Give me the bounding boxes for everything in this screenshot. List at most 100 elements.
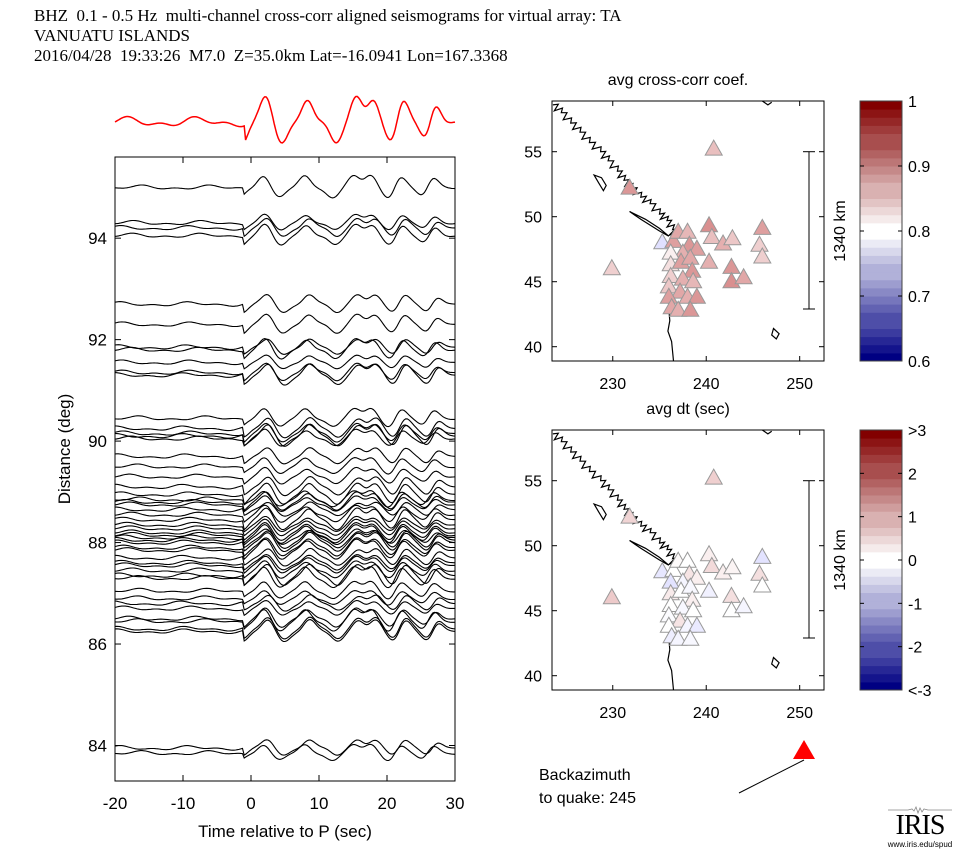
colorbar-segment (860, 641, 902, 650)
figure-title: BHZ 0.1 - 0.5 Hz multi-channel cross-cor… (34, 6, 622, 25)
y-tick-label: 88 (88, 534, 107, 553)
seismogram-trace (114, 428, 456, 447)
seismogram-trace (114, 515, 456, 533)
station-marker (668, 300, 688, 317)
seismogram-trace (114, 407, 455, 428)
colorbar-segment (860, 608, 902, 618)
seismogram-frame (114, 156, 456, 782)
seismogram-trace (114, 490, 455, 508)
station-marker (620, 507, 639, 524)
colorbar-tick-label: 1 (908, 94, 917, 111)
colorbar-segment (860, 304, 902, 313)
colorbar-segment (860, 543, 902, 553)
colorbar-tick-label: -2 (908, 640, 922, 657)
dt-map-title: avg dt (sec) (646, 401, 730, 418)
seismogram-logo-icon (888, 806, 952, 814)
x-tick-label: 240 (693, 376, 720, 393)
station-marker (687, 568, 707, 585)
x-tick-label: 240 (693, 705, 720, 722)
seismogram-trace (114, 554, 456, 571)
colorbar-segment (860, 470, 902, 480)
colorbar-segment (860, 352, 902, 362)
colorbar-tick-label: 2 (908, 466, 917, 483)
colorbar-segment (860, 231, 902, 240)
seismogram-trace (115, 457, 456, 475)
colorbar-segment (860, 320, 902, 329)
backazimuth-value: to quake: 245 (539, 790, 636, 807)
y-tick-label: 90 (88, 432, 107, 451)
y-tick-label: 40 (524, 340, 542, 357)
station-marker (752, 547, 772, 564)
coastline (761, 101, 773, 106)
y-tick-label: 50 (524, 539, 542, 556)
station-marker (664, 231, 683, 248)
colorbar-segment (860, 117, 902, 126)
colorbar-segment (860, 344, 902, 354)
x-tick-label: -10 (171, 794, 196, 813)
seismogram-trace (114, 338, 456, 360)
colorbar-segment (860, 141, 902, 151)
colorbar-segment (860, 190, 902, 199)
colorbar-segment (860, 568, 902, 577)
seismogram-trace (114, 491, 456, 512)
colorbar-segment (860, 584, 902, 593)
seismogram-trace (114, 739, 456, 756)
seismogram-trace (114, 599, 455, 617)
y-tick-label: 86 (88, 635, 107, 654)
seismogram-trace (114, 538, 456, 561)
colorbar-segment (860, 336, 902, 346)
x-tick-label: 30 (446, 794, 465, 813)
colorbar-segment (860, 149, 902, 159)
x-tick-label: 250 (786, 376, 813, 393)
stacked-beam-trace (114, 95, 456, 144)
colorbar-segment (860, 109, 902, 118)
colorbar-segment (860, 328, 902, 338)
backazimuth-indicator (738, 740, 815, 794)
station-marker (673, 269, 693, 286)
seismogram-traces (114, 174, 456, 762)
island-outline (629, 539, 670, 566)
seismogram-trace (114, 417, 456, 439)
y-tick-label: 84 (88, 736, 107, 755)
colorbar-tick-label: -1 (908, 596, 922, 613)
station-marker (750, 235, 769, 252)
station-marker (734, 596, 753, 614)
seismogram-trace (114, 580, 455, 600)
y-tick-label: 40 (524, 669, 542, 686)
colorbar-segment (860, 430, 902, 439)
seismogram-trace (114, 313, 455, 335)
colorbar-segment (860, 133, 902, 143)
station-marker (687, 239, 707, 256)
colorbar-segment (860, 519, 902, 528)
station-marker (602, 258, 622, 276)
seismogram-trace (114, 531, 456, 553)
seismogram-trace (114, 555, 456, 575)
colorbar-segment (860, 287, 902, 297)
seismogram-trace (114, 174, 456, 199)
station-marker (722, 586, 741, 603)
island-outline (629, 210, 670, 237)
station-marker (699, 252, 719, 269)
seismogram-trace (114, 619, 456, 643)
x-tick-label: -20 (103, 794, 128, 813)
x-tick-label: 230 (599, 705, 626, 722)
colorbar-segment (860, 527, 902, 537)
map-frame (551, 100, 825, 362)
colorbar-segment (860, 665, 902, 675)
station-marker (752, 218, 772, 235)
colorbar-segment (860, 166, 902, 175)
scale-bar-label: 1340 km (832, 200, 849, 261)
colorbar-tick-label: <-3 (908, 683, 932, 700)
y-tick-label: 45 (524, 275, 542, 292)
map-content (552, 101, 780, 361)
station-marker (704, 139, 724, 156)
seismogram-trace (114, 537, 455, 557)
colorbar-segment (860, 222, 902, 232)
colorbar-segment (860, 214, 902, 224)
lake-outline (771, 656, 780, 669)
seismogram-trace (114, 338, 456, 355)
iris-logo[interactable]: IRIS www.iris.edu/spud (878, 800, 962, 860)
colorbar-tick-label: 0.9 (908, 159, 930, 176)
colorbar-segment (860, 239, 902, 248)
